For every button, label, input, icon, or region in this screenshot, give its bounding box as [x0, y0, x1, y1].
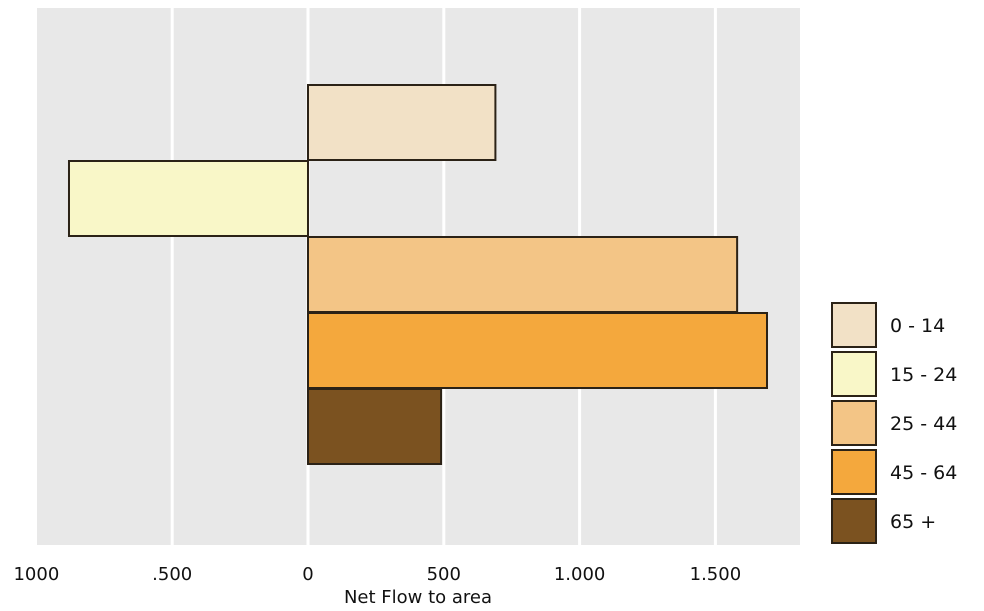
x-tick-label: 1.500 [690, 564, 742, 585]
legend-label: 45 - 64 [890, 462, 957, 484]
x-tick-label: .500 [152, 564, 192, 585]
x-tick-label: 500 [427, 564, 461, 585]
legend-swatch [831, 351, 877, 397]
x-tick-label: 1000 [13, 564, 59, 585]
bar-25-44 [307, 236, 739, 313]
bar-45-64 [307, 312, 769, 389]
x-tick-labels: 1000 .500 0 500 1.000 1.500 [13, 564, 741, 585]
legend-label: 15 - 24 [890, 364, 957, 386]
bar-15-24 [67, 160, 309, 237]
legend-swatch [831, 498, 877, 544]
legend: 0 - 14 15 - 24 25 - 44 45 - 64 65 + [831, 302, 957, 544]
x-tick-label: 0 [302, 564, 313, 585]
legend-label: 0 - 14 [890, 315, 945, 337]
legend-swatch [831, 302, 877, 348]
x-axis-title: Net Flow to area [344, 587, 492, 608]
x-tick-label: 1.000 [554, 564, 606, 585]
bars [67, 84, 769, 465]
legend-label: 65 + [890, 511, 936, 533]
bar-65 [307, 388, 443, 465]
bar-0-14 [307, 84, 497, 161]
legend-swatch [831, 449, 877, 495]
legend-label: 25 - 44 [890, 413, 957, 435]
legend-swatch [831, 400, 877, 446]
